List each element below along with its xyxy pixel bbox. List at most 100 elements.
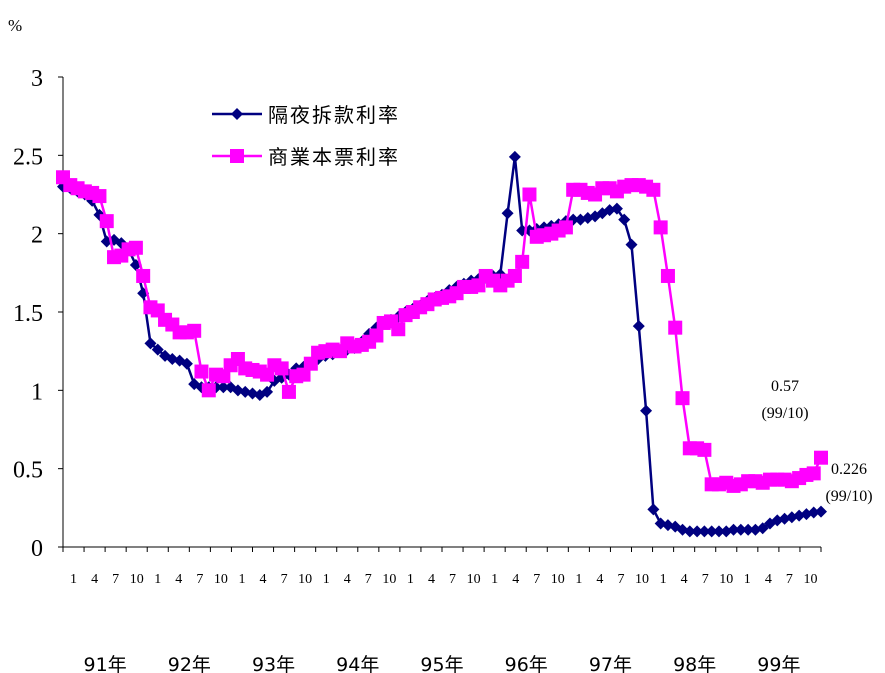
legend-marker-diamond-icon (231, 108, 243, 120)
x-tick-label: 10 (298, 572, 312, 587)
x-tick-label: 4 (91, 572, 98, 587)
legend-label-cp: 商業本票利率 (268, 145, 400, 169)
x-tick-label: 1 (323, 572, 330, 587)
x-tick-label: 4 (596, 572, 603, 587)
legend-marker-square-icon (230, 149, 244, 163)
x-year-label: 93年 (252, 654, 295, 673)
annotation-overnight-date: (99/10) (825, 488, 872, 505)
x-tick-label: 7 (196, 572, 203, 587)
y-tick-label: 1 (31, 379, 43, 405)
annotation-overnight-value: 0.226 (831, 461, 867, 478)
x-year-label: 95年 (420, 654, 463, 673)
y-axis: 3 2.5 2 1.5 1 0.5 0 (13, 66, 64, 562)
data-point-square (303, 356, 318, 371)
annotation-cp-value: 0.57 (771, 378, 799, 395)
x-tick-label: 7 (533, 572, 540, 587)
data-point-diamond (683, 525, 696, 538)
data-point-square (668, 320, 683, 335)
x-tick-label: 10 (130, 572, 144, 587)
data-point-diamond (180, 357, 193, 370)
data-point-square (187, 323, 202, 338)
data-point-diamond (698, 525, 711, 538)
data-point-square (281, 384, 296, 399)
x-tick-label: 1 (660, 572, 667, 587)
annotation-cp-date: (99/10) (761, 405, 808, 422)
x-tick-label: 1 (154, 572, 161, 587)
data-point-square (99, 214, 114, 229)
x-tick-label: 7 (617, 572, 624, 587)
x-tick-label: 1 (238, 572, 245, 587)
data-point-diamond (151, 343, 164, 356)
data-point-square (646, 182, 661, 197)
data-point-diamond (815, 505, 827, 518)
legend: 隔夜拆款利率 商業本票利率 (212, 103, 400, 169)
legend-label-overnight: 隔夜拆款利率 (268, 103, 400, 127)
x-tick-label: 7 (281, 572, 288, 587)
x-tick-label: 1 (575, 572, 582, 587)
data-point-diamond (625, 238, 638, 251)
series-cp (56, 170, 828, 493)
x-tick-label: 7 (365, 572, 372, 587)
x-tick-label: 4 (512, 572, 519, 587)
x-tick-label: 10 (214, 572, 228, 587)
data-point-diamond (742, 523, 755, 536)
x-tick-label: 4 (428, 572, 435, 587)
x-tick-label: 7 (702, 572, 709, 587)
data-point-diamond (144, 337, 157, 350)
x-tick-label: 4 (681, 572, 688, 587)
y-unit-label: % (8, 16, 22, 35)
series-layer (56, 150, 828, 538)
data-point-square (369, 328, 384, 343)
x-tick-label: 4 (175, 572, 182, 587)
data-point-square (507, 268, 522, 283)
legend-item-cp: 商業本票利率 (212, 145, 400, 169)
x-tick-label: 1 (491, 572, 498, 587)
data-point-square (128, 240, 143, 255)
x-year-label: 98年 (673, 654, 716, 673)
data-point-square (653, 220, 668, 235)
data-point-square (391, 322, 406, 337)
y-tick-label: 0 (31, 536, 43, 562)
data-point-diamond (501, 207, 514, 220)
data-point-diamond (691, 525, 704, 538)
data-point-square (296, 367, 311, 382)
x-tick-label: 10 (551, 572, 565, 587)
x-tick-label: 4 (260, 572, 267, 587)
y-tick-label: 1.5 (13, 301, 43, 327)
data-point-diamond (261, 385, 274, 398)
y-tick-label: 0.5 (13, 458, 43, 484)
data-point-square (660, 268, 675, 283)
data-point-square (136, 268, 151, 283)
data-point-diamond (640, 404, 653, 417)
x-tick-label: 10 (803, 572, 817, 587)
data-point-diamond (705, 525, 718, 538)
y-tick-label: 2.5 (13, 144, 43, 170)
data-point-square (522, 187, 537, 202)
data-point-square (515, 254, 530, 269)
data-point-square (814, 450, 828, 465)
data-point-square (92, 189, 107, 204)
series-line (62, 155, 822, 533)
x-tick-label: 1 (407, 572, 414, 587)
data-point-diamond (727, 523, 740, 536)
x-tick-label: 7 (786, 572, 793, 587)
data-point-diamond (632, 320, 645, 333)
data-point-diamond (217, 381, 230, 394)
data-point-square (201, 383, 216, 398)
data-point-diamond (712, 525, 725, 538)
legend-item-overnight: 隔夜拆款利率 (212, 103, 400, 127)
x-tick-label: 10 (635, 572, 649, 587)
x-tick-label: 10 (467, 572, 481, 587)
x-year-label: 96年 (505, 654, 548, 673)
x-tick-label: 4 (765, 572, 772, 587)
y-tick-label: 2 (31, 223, 43, 249)
data-point-square (216, 369, 231, 384)
x-year-label: 94年 (336, 654, 379, 673)
x-year-label: 91年 (84, 654, 127, 673)
x-tick-label: 4 (344, 572, 351, 587)
x-tick-label: 1 (70, 572, 77, 587)
data-point-square (194, 364, 209, 379)
data-point-square (274, 361, 289, 376)
y-tick-label: 3 (31, 66, 43, 92)
data-point-square (675, 391, 690, 406)
